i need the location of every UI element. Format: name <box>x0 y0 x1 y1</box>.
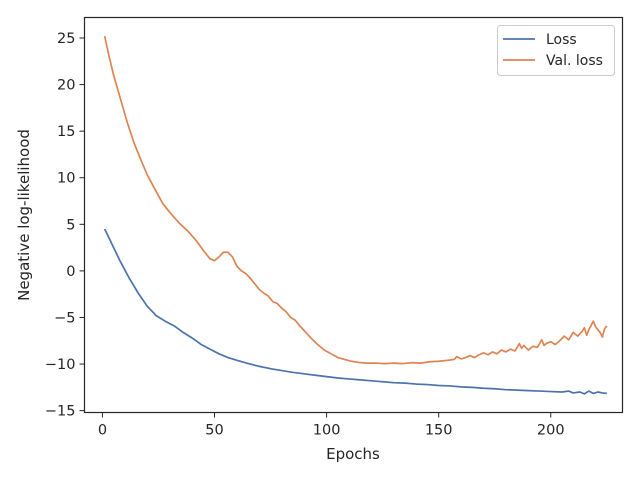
x-axis-label: Epochs <box>326 445 380 463</box>
plot-frame <box>83 16 624 414</box>
y-tick-label: 10 <box>57 171 75 187</box>
legend-label-2: Val. loss <box>546 53 603 69</box>
x-tick-label: 200 <box>537 423 565 439</box>
y-axis-label: Negative log-likelihood <box>15 129 33 301</box>
y-tick-label: −10 <box>45 357 76 373</box>
y-tick-label: 25 <box>57 31 75 47</box>
y-tick-label: −15 <box>45 404 76 420</box>
x-tick-label: 0 <box>98 423 107 439</box>
y-tick-label: −5 <box>54 310 75 326</box>
x-axis: 0 50 100 150 200 <box>98 412 565 439</box>
legend-box <box>497 25 615 76</box>
y-tick-label: 5 <box>66 217 75 233</box>
y-axis: −15 −10 −5 0 5 10 15 20 25 <box>45 31 85 420</box>
series-line-2 <box>103 35 608 365</box>
series-line-1 <box>103 228 607 395</box>
y-tick-label: 20 <box>57 78 75 94</box>
plot-lines <box>103 35 608 395</box>
legend: Loss Val. loss <box>497 25 615 76</box>
x-tick-label: 50 <box>205 423 223 439</box>
y-tick-label: 15 <box>57 124 75 140</box>
legend-label-1: Loss <box>546 32 577 48</box>
y-tick-label: 0 <box>66 264 75 280</box>
x-tick-label: 150 <box>425 423 453 439</box>
x-tick-label: 100 <box>313 423 341 439</box>
